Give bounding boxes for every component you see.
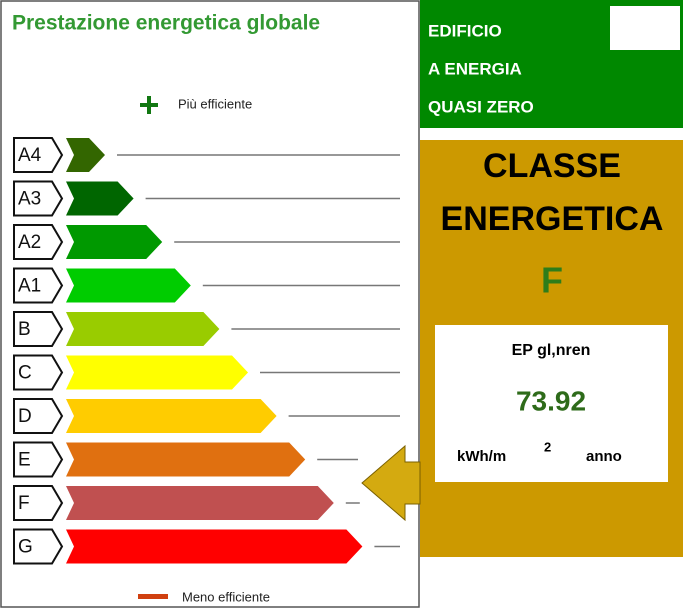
class-value: F [541, 260, 563, 301]
nzeb-line: A ENERGIA [428, 59, 522, 78]
minus-icon [138, 594, 168, 599]
ep-unit-tail: anno [586, 448, 622, 465]
class-label-box [13, 267, 64, 304]
top-label: Più efficiente [178, 96, 252, 111]
nzeb-check [610, 6, 680, 50]
nzeb-line: QUASI ZERO [428, 97, 534, 116]
ep-label: EP gl,nren [512, 342, 591, 359]
class-label-box [13, 441, 64, 478]
class-arrow [66, 399, 277, 433]
nzeb-line: EDIFICIO [428, 21, 502, 40]
class-label: A4 [18, 145, 42, 166]
class-label-box [13, 224, 64, 260]
class-heading: ENERGETICA [441, 200, 664, 238]
class-label-box [13, 528, 64, 565]
pointer-arrow [361, 444, 421, 522]
class-arrow [66, 181, 134, 216]
class-arrow [66, 225, 163, 259]
class-label: B [18, 319, 31, 340]
class-arrow [66, 486, 334, 520]
class-label-box [13, 180, 64, 217]
bottom-label: Meno efficiente [182, 589, 270, 604]
class-label-box [13, 485, 64, 521]
class-label: A3 [18, 189, 41, 210]
class-label: G [18, 537, 33, 558]
class-arrow [66, 312, 220, 346]
class-label: D [18, 406, 32, 427]
class-label-box [13, 398, 64, 434]
ep-unit-exp: 2 [544, 439, 551, 454]
class-label: A2 [18, 232, 41, 253]
class-label: E [18, 450, 31, 471]
class-label-box [13, 137, 64, 173]
ep-box [435, 325, 668, 482]
class-arrow [66, 442, 306, 477]
class-label: F [18, 493, 30, 514]
class-arrow [66, 138, 105, 172]
ep-value: 73.92 [516, 385, 586, 416]
left-panel [0, 0, 420, 608]
class-label: A1 [18, 276, 41, 297]
title: Prestazione energetica globale [12, 12, 320, 35]
class-label-box [13, 311, 64, 347]
class-heading: CLASSE [483, 147, 621, 185]
ep-unit: kWh/m [457, 448, 506, 465]
class-arrow [66, 529, 363, 564]
plus-icon [140, 96, 158, 114]
class-arrow [66, 268, 191, 303]
class-label: C [18, 363, 32, 384]
scale-rows: A4 A3 A2 A1 B C D E F G [13, 137, 400, 565]
class-arrow [66, 355, 248, 390]
class-label-box [13, 354, 64, 391]
